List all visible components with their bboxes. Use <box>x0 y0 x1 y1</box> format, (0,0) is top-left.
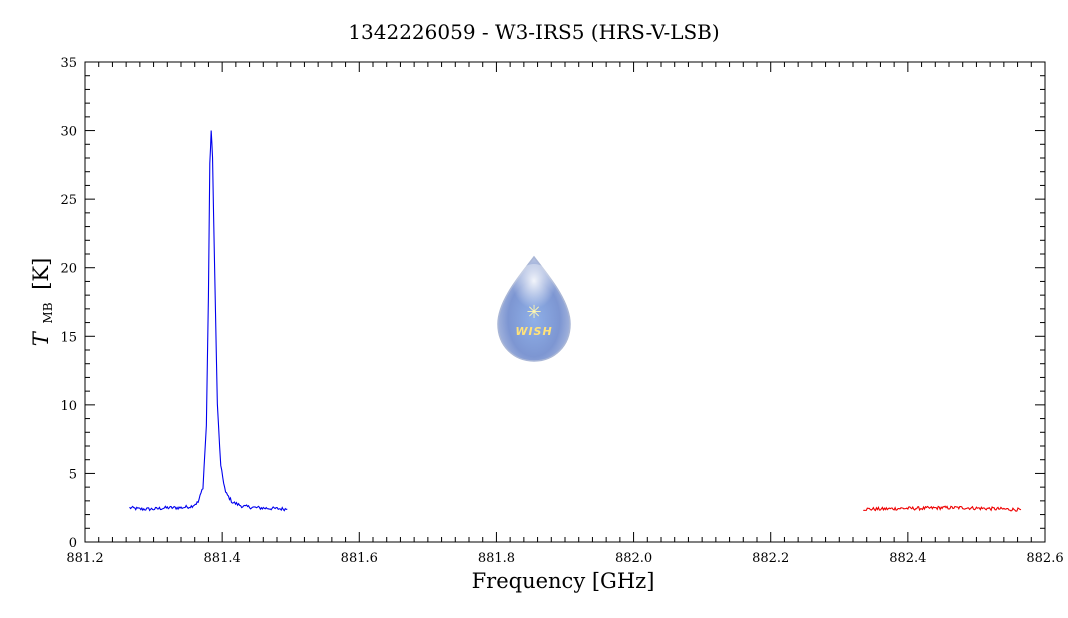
x-tick-label: 882.2 <box>752 551 789 566</box>
x-tick-label: 882.4 <box>889 551 926 566</box>
x-tick-label: 881.8 <box>478 551 515 566</box>
y-tick-label: 15 <box>60 330 77 345</box>
x-tick-label: 881.6 <box>341 551 378 566</box>
logo-text: WISH <box>515 325 552 338</box>
x-tick-label: 881.4 <box>204 551 241 566</box>
axis-tick-labels: 881.2 881.4 881.6 881.8 882.0 882.2 882.4 882.6… <box>60 56 1063 566</box>
y-axis-label-sub: MB <box>41 302 55 323</box>
y-axis-label-main: T <box>29 330 53 346</box>
logo-highlight <box>512 264 556 320</box>
x-tick-label: 882.6 <box>1026 551 1063 566</box>
y-tick-label: 25 <box>60 193 77 208</box>
x-tick-label: 882.0 <box>615 551 652 566</box>
star-icon: ✳ <box>526 302 541 323</box>
y-axis-label-unit: [K] <box>29 258 53 290</box>
y-tick-label: 30 <box>60 125 77 140</box>
series-line-2 <box>863 505 1022 512</box>
x-axis-label: Frequency [GHz] <box>472 569 655 593</box>
y-tick-label: 20 <box>60 262 77 277</box>
x-tick-label: 881.2 <box>66 551 103 566</box>
y-tick-label: 10 <box>60 399 77 414</box>
y-tick-label: 0 <box>69 536 77 551</box>
axis-ticks <box>84 61 1046 543</box>
y-tick-label: 5 <box>69 467 77 482</box>
y-axis-label: T MB [K] <box>29 258 57 347</box>
data-series <box>129 130 1022 512</box>
wish-logo: ✳ WISH <box>497 255 571 362</box>
series-line-1 <box>129 130 288 512</box>
y-tick-label: 35 <box>60 56 77 71</box>
chart-title: 1342226059 - W3-IRS5 (HRS-V-LSB) <box>348 20 719 44</box>
